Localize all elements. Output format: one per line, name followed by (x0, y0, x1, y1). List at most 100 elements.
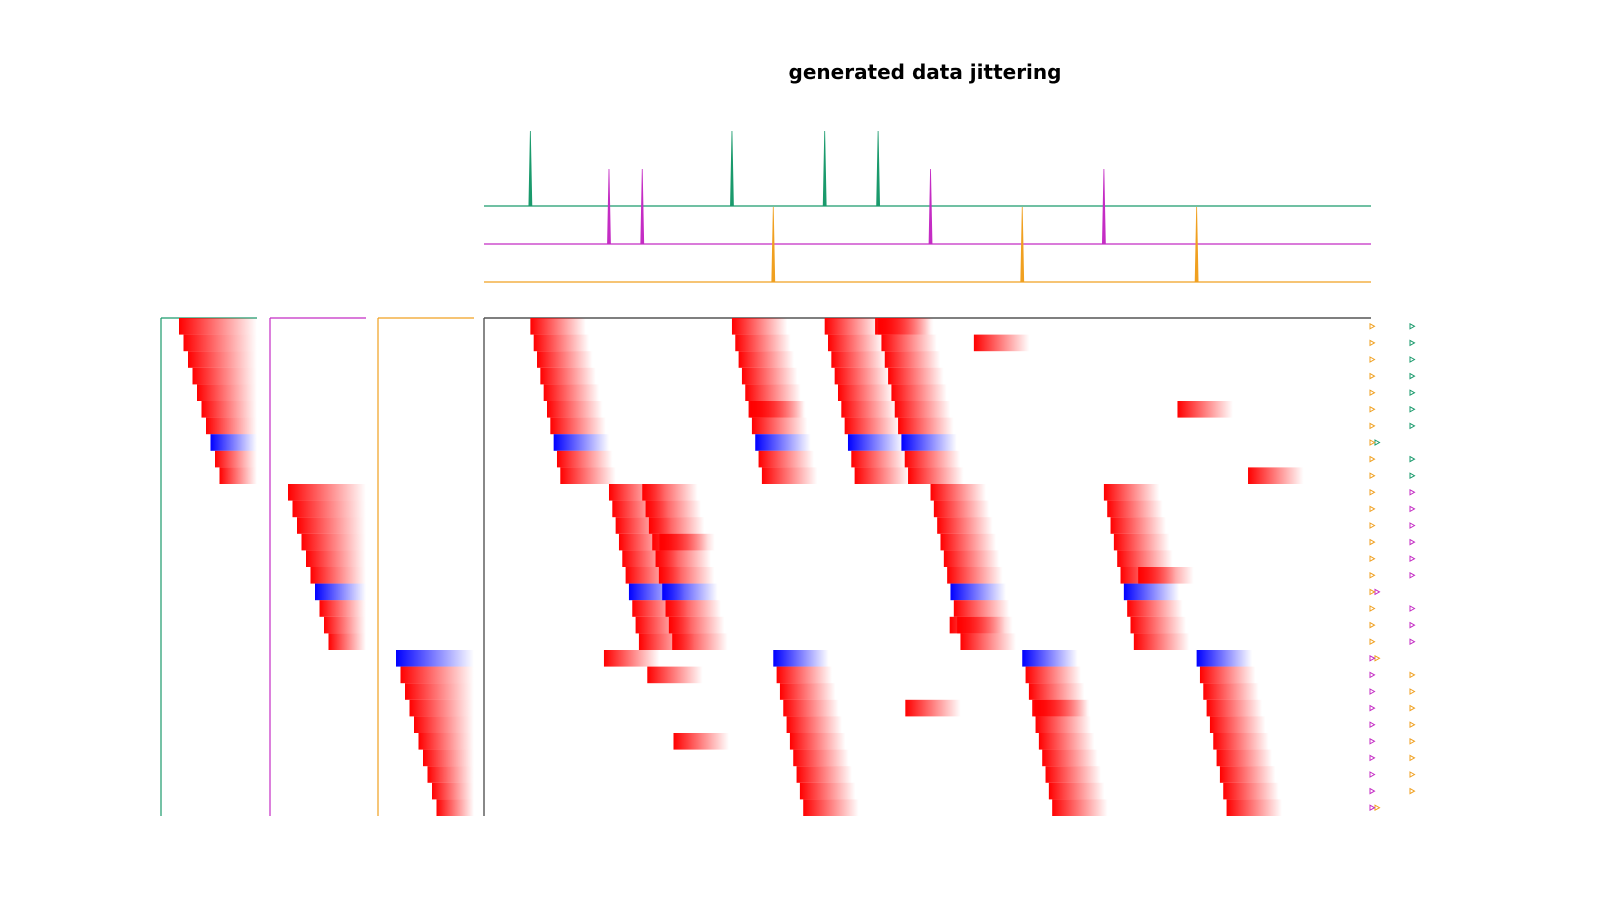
marginal-spike-0-3 (876, 130, 881, 207)
group-cascade-cell-2-4 (414, 716, 474, 733)
heat-cell-0-0-7 (553, 434, 610, 451)
heat-cell-0-3-6 (898, 417, 954, 435)
group-cascade-cell-1-5 (310, 567, 366, 584)
heat-cell-2-1-6 (1042, 749, 1098, 767)
heat-cell-2-0-4 (786, 716, 843, 733)
heat-cell-2-2-6 (1216, 749, 1273, 767)
heat-block-9 (647, 666, 703, 684)
group-cascade-cell-1-4 (306, 550, 366, 567)
heat-cell-1-2-7 (953, 600, 1010, 617)
row-marker-1-1 (1409, 505, 1416, 513)
row-marker-1-7 (1409, 605, 1416, 612)
row-marker-0-0 (1409, 322, 1416, 330)
heat-cell-2-2-7 (1219, 766, 1276, 783)
group-cascade-cell-2-1 (400, 666, 474, 684)
group-cascade-cell-0-2 (188, 351, 257, 368)
heat-cell-0-3-8 (904, 450, 961, 468)
row-ref-marker-1-3 (1369, 538, 1376, 546)
row-ref-marker-1-6 (1369, 588, 1376, 596)
heat-cell-1-3-7 (1127, 600, 1183, 617)
heat-cell-0-0-5 (546, 401, 603, 418)
heat-cell-1-3-8 (1130, 616, 1186, 634)
heat-cell-2-0-5 (789, 733, 846, 750)
heat-cell-0-1-8 (758, 450, 815, 468)
group-cascade-cell-2-8 (432, 782, 474, 800)
heat-cell-0-2-8 (851, 450, 907, 468)
group-cascade-cell-2-9 (436, 799, 474, 816)
row-ref-marker-2-2 (1369, 688, 1376, 695)
heat-cell-0-3-3 (888, 367, 944, 385)
heat-cell-2-1-9 (1052, 799, 1108, 816)
row-marker-2-4 (1409, 721, 1416, 729)
heat-cell-0-0-4 (543, 384, 600, 401)
heat-cell-2-0-9 (803, 799, 859, 816)
heat-cell-2-0-8 (799, 782, 856, 800)
heat-block-7 (949, 616, 1006, 634)
heat-cell-1-1-7 (665, 600, 721, 617)
heat-cell-2-1-5 (1038, 733, 1095, 750)
row-ref-marker-1-9 (1369, 638, 1376, 646)
heat-cell-1-2-9 (960, 633, 1016, 650)
row-ref-marker-0-9 (1369, 472, 1376, 480)
heat-cell-0-1-7 (755, 434, 811, 451)
heat-cell-2-1-0 (1022, 650, 1078, 667)
chart-title: generated data jittering (788, 60, 1062, 84)
heat-cell-0-1-6 (751, 417, 808, 435)
heat-cell-0-2-4 (837, 384, 894, 401)
row-ref-marker-2-5 (1369, 737, 1376, 745)
row-marker-2-0 (1374, 654, 1381, 662)
heat-cell-2-0-7 (796, 766, 853, 783)
heat-cell-2-2-3 (1206, 699, 1263, 717)
heat-cell-0-1-2 (738, 351, 795, 368)
heat-cell-2-2-4 (1209, 716, 1266, 733)
row-marker-0-6 (1409, 422, 1416, 430)
row-ref-marker-1-5 (1369, 571, 1376, 579)
heat-cell-0-3-1 (881, 334, 937, 352)
heat-cell-0-1-1 (735, 334, 791, 352)
heat-cell-1-1-1 (645, 500, 702, 518)
heat-block-1 (973, 334, 1030, 352)
heat-cell-0-2-7 (847, 434, 904, 451)
row-marker-2-9 (1374, 804, 1381, 812)
marginal-spike-1-0 (607, 168, 611, 245)
heat-cell-1-2-3 (940, 533, 996, 551)
row-ref-marker-0-6 (1369, 422, 1376, 430)
heat-cell-1-2-2 (937, 517, 993, 534)
heat-cell-2-2-8 (1223, 782, 1279, 800)
marginal-spike-1-3 (1101, 168, 1106, 245)
heat-block-5 (659, 533, 715, 551)
row-marker-1-9 (1409, 638, 1416, 646)
heat-cell-1-1-6 (662, 583, 718, 601)
group-cascade-cell-0-9 (219, 467, 257, 484)
group-cascade-cell-1-6 (315, 583, 366, 601)
heat-block-11 (1034, 699, 1090, 717)
heat-cell-1-1-2 (648, 517, 705, 534)
row-marker-0-4 (1409, 389, 1416, 397)
row-marker-2-8 (1409, 787, 1416, 795)
heat-cell-2-2-5 (1213, 733, 1269, 750)
heat-cell-2-0-3 (783, 699, 839, 717)
heat-cell-0-0-3 (540, 367, 596, 385)
row-marker-0-7 (1374, 439, 1381, 446)
heat-cell-1-3-2 (1110, 517, 1166, 534)
group-cascade-cell-2-3 (409, 699, 474, 717)
heat-cell-0-0-2 (537, 351, 593, 368)
row-marker-2-1 (1409, 671, 1416, 679)
row-ref-marker-1-8 (1369, 621, 1376, 629)
heat-cell-0-0-6 (550, 417, 606, 435)
row-ref-marker-2-9 (1369, 804, 1376, 812)
heat-cell-1-2-6 (950, 583, 1006, 601)
heat-cell-0-2-0 (824, 318, 881, 335)
heat-block-8 (603, 650, 660, 667)
row-ref-marker-0-2 (1369, 356, 1376, 363)
heat-cell-1-3-4 (1117, 550, 1173, 567)
marginal-spike-0-0 (528, 130, 533, 207)
marginal-spike-1-1 (640, 168, 645, 245)
heat-cell-2-1-1 (1025, 666, 1082, 684)
heat-block-4 (1248, 467, 1304, 484)
group-cascade-cell-2-6 (423, 749, 474, 767)
row-ref-marker-2-6 (1369, 754, 1376, 762)
heat-cell-0-1-3 (741, 367, 798, 385)
heat-block-12 (673, 733, 729, 750)
